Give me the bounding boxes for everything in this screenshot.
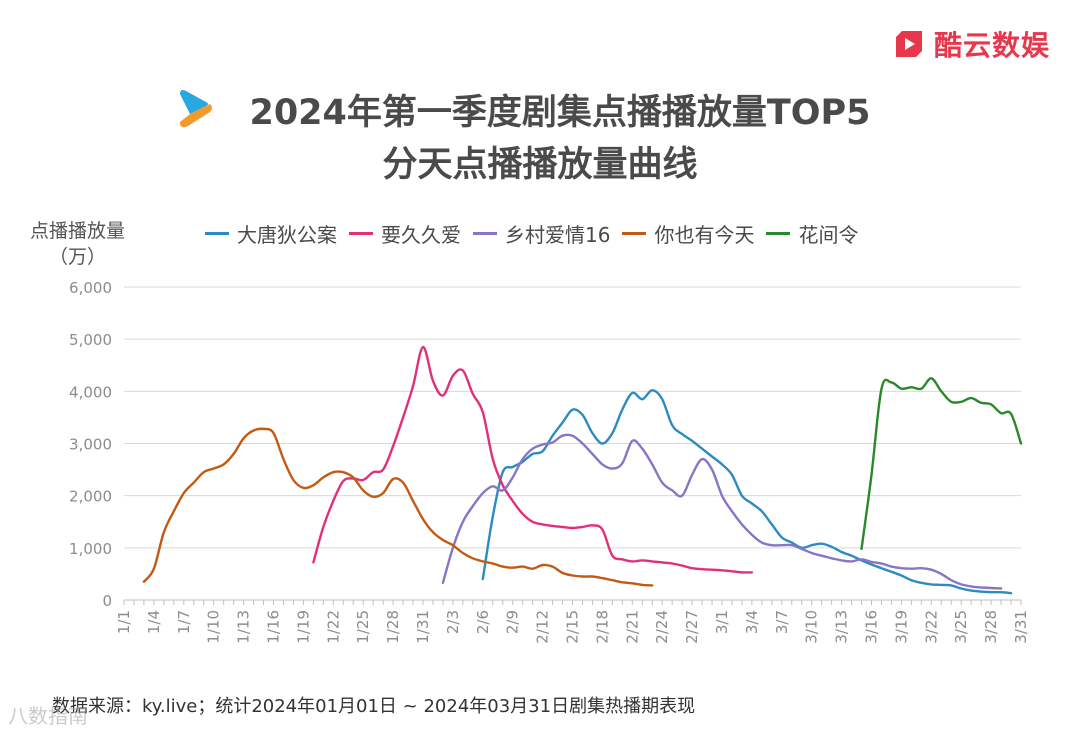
x-tick-label: 1/7 bbox=[175, 610, 193, 634]
legend-item: 花间令 bbox=[766, 219, 858, 248]
series-line bbox=[312, 345, 754, 574]
x-tick-label: 2/18 bbox=[593, 610, 611, 644]
legend-item: 乡村爱情16 bbox=[473, 219, 610, 248]
x-tick-label: 2/15 bbox=[564, 610, 582, 644]
y-tick-label: 6,000 bbox=[69, 279, 112, 297]
x-tick-label: 1/19 bbox=[294, 610, 312, 644]
x-tick-label: 1/1 bbox=[115, 610, 133, 634]
x-tick-label: 2/6 bbox=[474, 610, 492, 634]
series-line bbox=[481, 389, 1013, 595]
y-tick-label: 1,000 bbox=[69, 540, 112, 558]
x-tick-label: 3/7 bbox=[773, 610, 791, 634]
legend-item: 大唐狄公案 bbox=[205, 219, 337, 248]
chart-legend: 大唐狄公案 要久久爱 乡村爱情16 你也有今天 花间令 bbox=[205, 219, 858, 248]
legend-label: 你也有今天 bbox=[654, 223, 755, 247]
series-line bbox=[441, 433, 1003, 590]
y-tick-label: 5,000 bbox=[69, 331, 112, 349]
x-tick-label: 1/16 bbox=[265, 610, 283, 644]
x-tick-label: 2/24 bbox=[653, 610, 671, 644]
legend-swatch bbox=[766, 232, 791, 235]
x-tick-label: 3/31 bbox=[1012, 610, 1030, 644]
x-tick-label: 3/25 bbox=[952, 610, 970, 644]
x-tick-label: 3/28 bbox=[982, 610, 1000, 644]
chart-title-block: 2024年第一季度剧集点播播放量TOP5 分天点播播放量曲线 bbox=[0, 88, 1080, 190]
x-tick-label: 2/27 bbox=[683, 610, 701, 644]
x-tick-label: 2/21 bbox=[623, 610, 641, 644]
y-tick-label: 0 bbox=[102, 592, 112, 610]
title-play-logo-icon bbox=[180, 90, 212, 128]
legend-swatch bbox=[205, 232, 229, 235]
chart-title-line2: 分天点播播放量曲线 bbox=[382, 145, 698, 185]
x-tick-label: 2/9 bbox=[504, 610, 522, 634]
y-axis-label: 点播播放量 （万） bbox=[30, 218, 125, 270]
legend-swatch bbox=[473, 232, 497, 235]
x-tick-label: 3/10 bbox=[803, 610, 821, 644]
x-tick-label: 3/19 bbox=[892, 610, 910, 644]
x-tick-label: 1/28 bbox=[384, 610, 402, 644]
x-tick-label: 1/22 bbox=[324, 610, 342, 644]
legend-label: 花间令 bbox=[798, 223, 859, 247]
legend-item: 要久久爱 bbox=[349, 219, 461, 248]
legend-item: 你也有今天 bbox=[622, 219, 754, 248]
x-tick-label: 2/12 bbox=[534, 610, 552, 644]
brand-name: 酷云数娱 bbox=[933, 29, 1050, 62]
series-line bbox=[860, 377, 1023, 551]
series-line bbox=[142, 427, 654, 587]
x-tick-label: 1/25 bbox=[354, 610, 372, 644]
legend-swatch bbox=[622, 232, 647, 235]
legend-swatch bbox=[349, 232, 373, 235]
chart-title-line1: 2024年第一季度剧集点播播放量TOP5 bbox=[249, 93, 871, 133]
x-tick-label: 1/10 bbox=[205, 610, 223, 644]
x-tick-label: 1/13 bbox=[235, 610, 253, 644]
x-tick-label: 1/31 bbox=[414, 610, 432, 644]
y-tick-label: 2,000 bbox=[69, 488, 112, 506]
data-source-note: 数据来源：ky.live；统计2024年01月01日 ~ 2024年03月31日… bbox=[52, 696, 696, 717]
x-tick-label: 3/13 bbox=[833, 610, 851, 644]
x-tick-label: 3/4 bbox=[743, 610, 761, 634]
x-tick-label: 1/4 bbox=[145, 610, 163, 634]
legend-label: 乡村爱情16 bbox=[505, 223, 611, 247]
x-tick-label: 3/22 bbox=[922, 610, 940, 644]
y-axis-label-text: 点播播放量 bbox=[30, 220, 126, 242]
brand-header: 酷云数娱 bbox=[892, 24, 1050, 64]
y-tick-label: 4,000 bbox=[69, 383, 112, 401]
legend-label: 大唐狄公案 bbox=[237, 223, 337, 247]
y-axis-label-unit: （万） bbox=[49, 246, 107, 268]
x-tick-label: 2/3 bbox=[444, 610, 462, 634]
watermark-text: 八数指南 bbox=[8, 704, 88, 728]
y-tick-label: 3,000 bbox=[69, 436, 112, 454]
x-tick-label: 3/16 bbox=[863, 610, 881, 644]
x-tick-label: 3/1 bbox=[713, 610, 731, 634]
legend-label: 要久久爱 bbox=[381, 223, 461, 247]
brand-logo-icon bbox=[895, 31, 922, 57]
